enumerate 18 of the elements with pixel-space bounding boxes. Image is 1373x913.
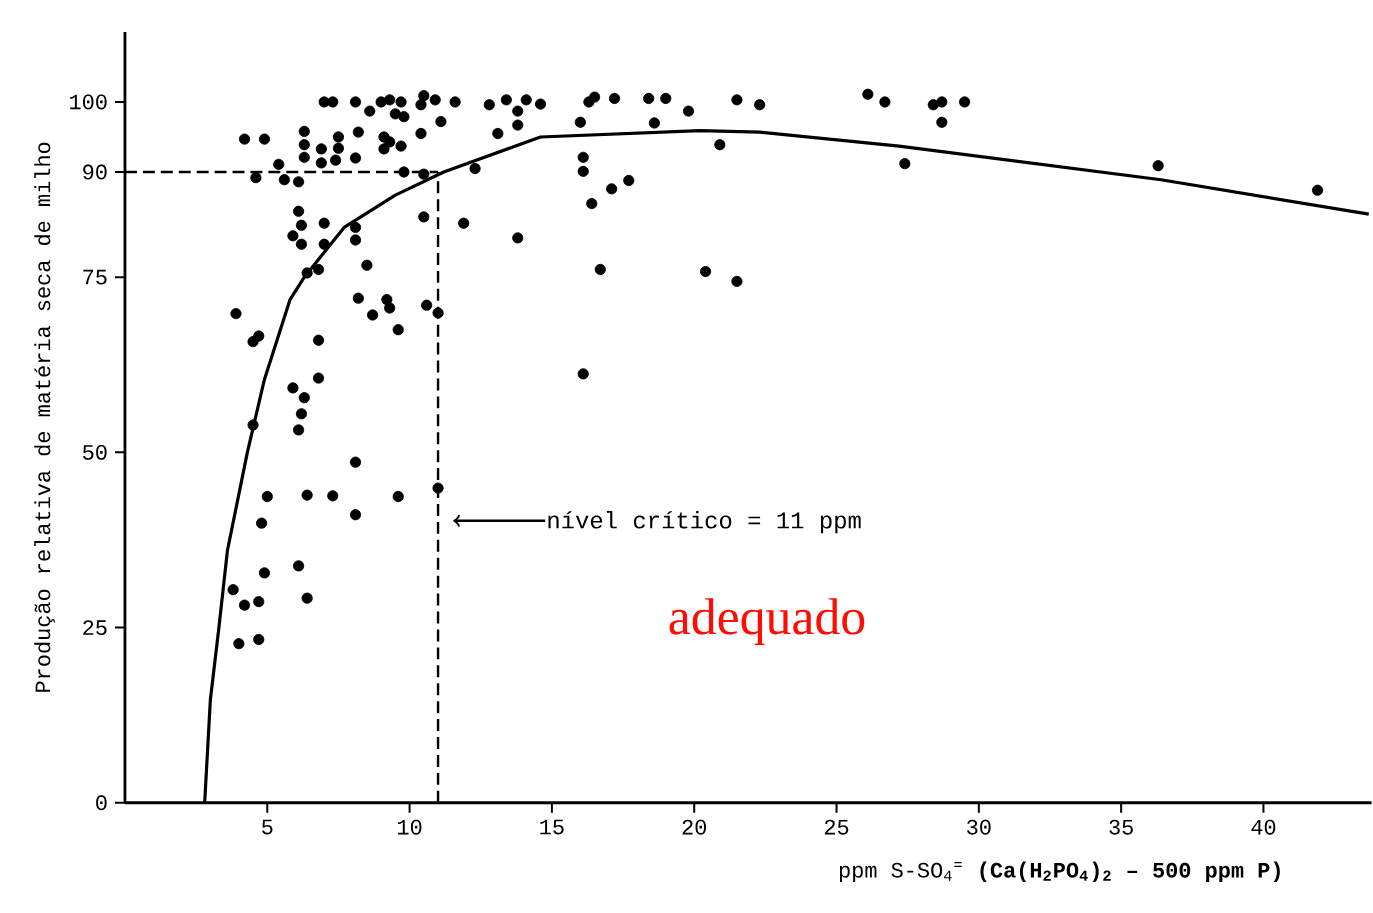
annotation: nível crítico = 11 ppm xyxy=(548,511,861,534)
y-tick-label: 25 xyxy=(83,620,107,636)
y-tick-label: 90 xyxy=(83,164,107,180)
x-tick-label: 30 xyxy=(967,819,991,835)
x-tick-label: 40 xyxy=(1251,819,1276,835)
annotation: adequado xyxy=(669,598,865,646)
x-tick-label: 10 xyxy=(398,819,422,835)
x-tick-label: 15 xyxy=(540,819,564,835)
y-axis-title: Produção relativa de matéria seca de milho xyxy=(34,142,55,692)
x-tick-label: 5 xyxy=(262,819,273,835)
y-tick-label: 0 xyxy=(96,795,107,811)
y-tick-label: 75 xyxy=(83,269,107,285)
x-tick-label: 25 xyxy=(824,819,849,835)
text: ppm S-SO$_{4}$$^{=}$ (Ca(H$_{2}$PO$_{4}$)$_{2}$ – 500 ppm P) xyxy=(839,861,1280,883)
x-tick-label: 20 xyxy=(682,819,707,835)
x-tick-label: 35 xyxy=(1109,819,1133,835)
y-tick-label: 50 xyxy=(83,445,107,460)
y-tick-label: 100 xyxy=(70,94,107,110)
